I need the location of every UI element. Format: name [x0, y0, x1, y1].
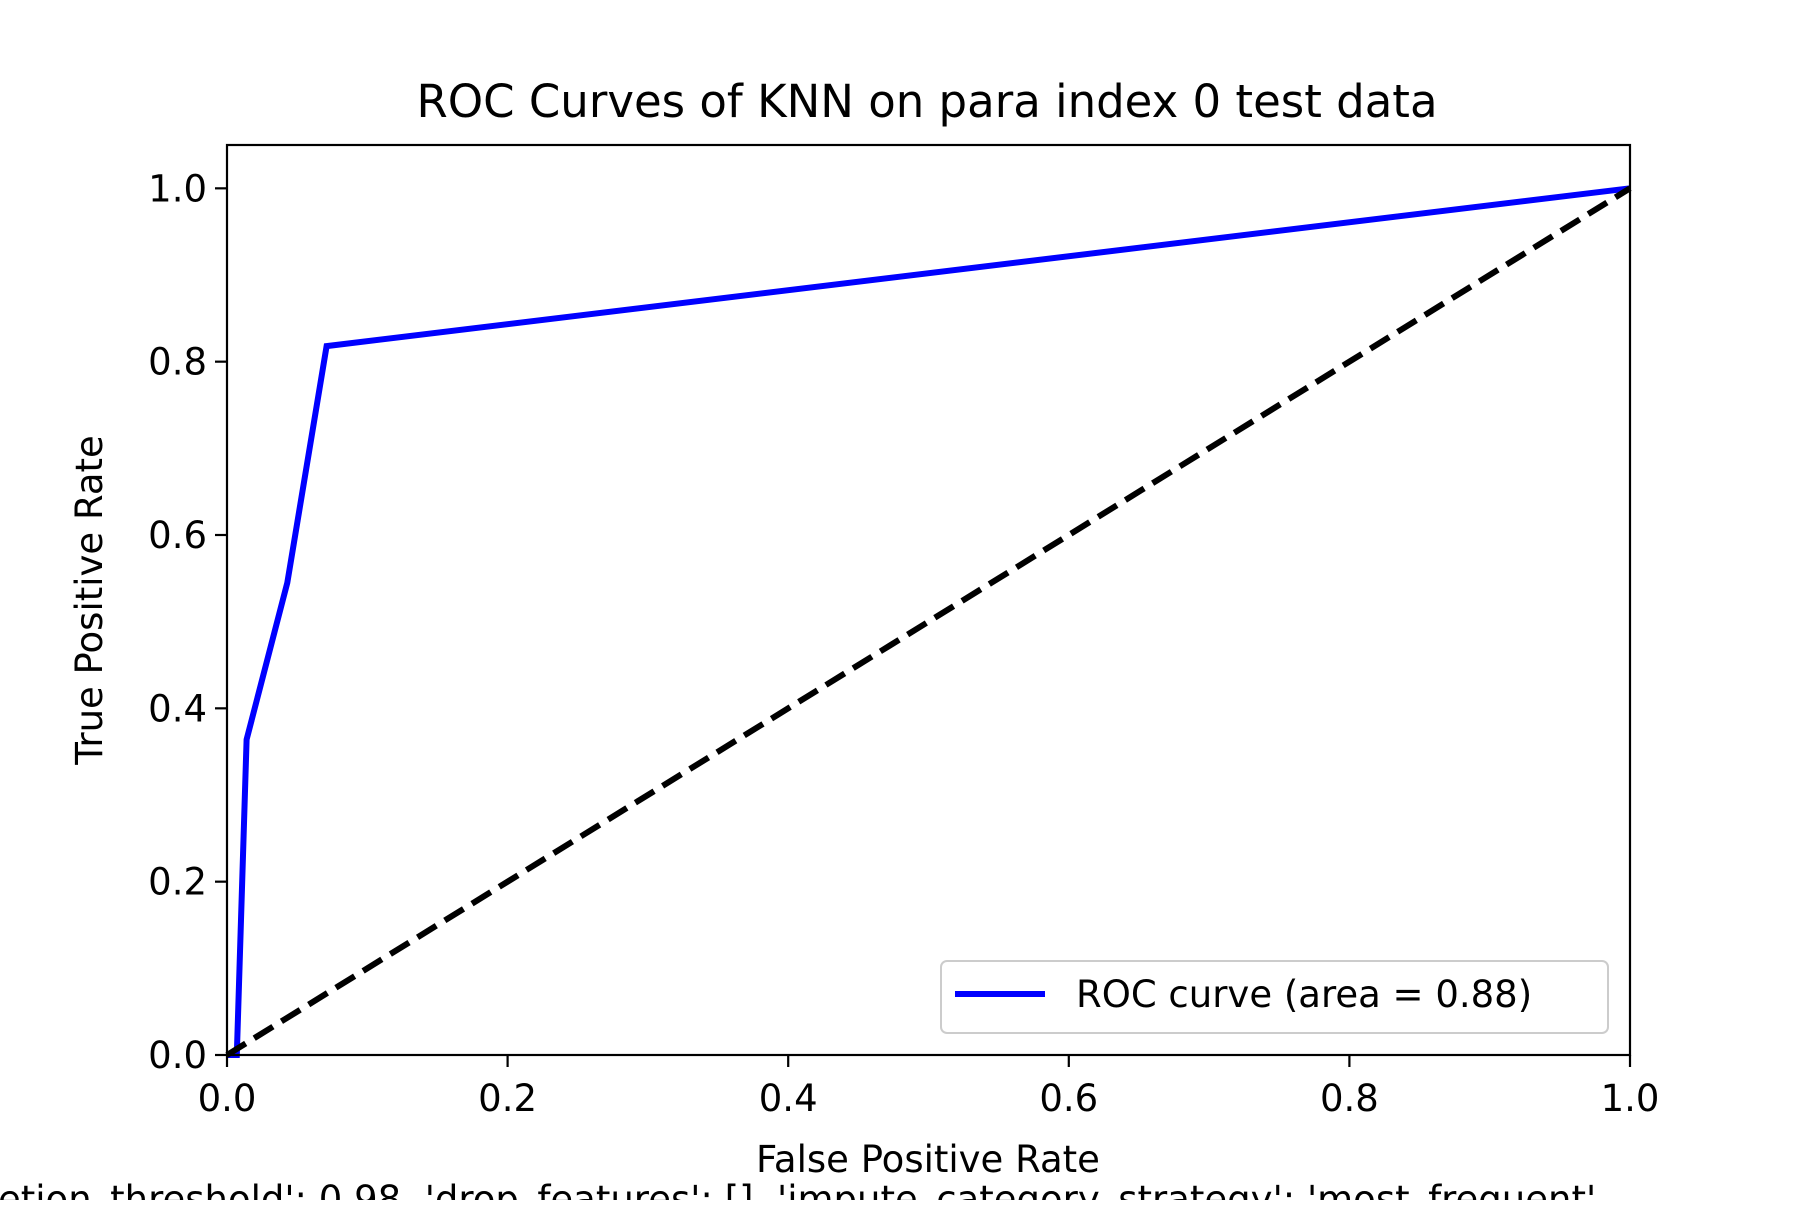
x-tick-label-0: 0.0 [198, 1077, 257, 1120]
footnote: etion_threshold': 0.98, 'drop_features':… [0, 1178, 1596, 1200]
legend-box [940, 960, 1609, 1034]
x-tick-label-3: 0.6 [1039, 1077, 1098, 1120]
legend: ROC curve (area = 0.88) [940, 960, 1609, 1034]
series-line-1 [225, 185, 1632, 1058]
y-tick-label-3: 0.6 [148, 514, 207, 557]
x-tick-label-2: 0.4 [759, 1077, 818, 1120]
y-tick-label-1: 0.2 [148, 861, 207, 904]
x-tick-label-1: 0.2 [478, 1077, 537, 1120]
x-tick-label-5: 1.0 [1601, 1077, 1660, 1120]
y-tick-label-2: 0.4 [148, 687, 207, 730]
x-axis: 0.0 0.2 0.4 0.6 0.8 1.0 [198, 1055, 1660, 1120]
x-tick-label-4: 0.8 [1320, 1077, 1379, 1120]
legend-label: ROC curve (area = 0.88) [1076, 973, 1532, 1016]
y-tick-label-0: 0.0 [148, 1034, 207, 1077]
plot-frame [225, 143, 1632, 1057]
y-axis: 0.0 0.2 0.4 0.6 0.8 1.0 [148, 167, 227, 1077]
series-line-0 [227, 185, 1631, 1058]
x-axis-label: False Positive Rate [756, 1138, 1100, 1181]
y-tick-label-5: 1.0 [148, 167, 207, 210]
y-tick-label-4: 0.8 [148, 341, 207, 384]
plot-marks [225, 185, 1632, 1058]
y-axis-label: True Positive Rate [68, 435, 111, 766]
chart-title: ROC Curves of KNN on para index 0 test d… [416, 75, 1437, 128]
